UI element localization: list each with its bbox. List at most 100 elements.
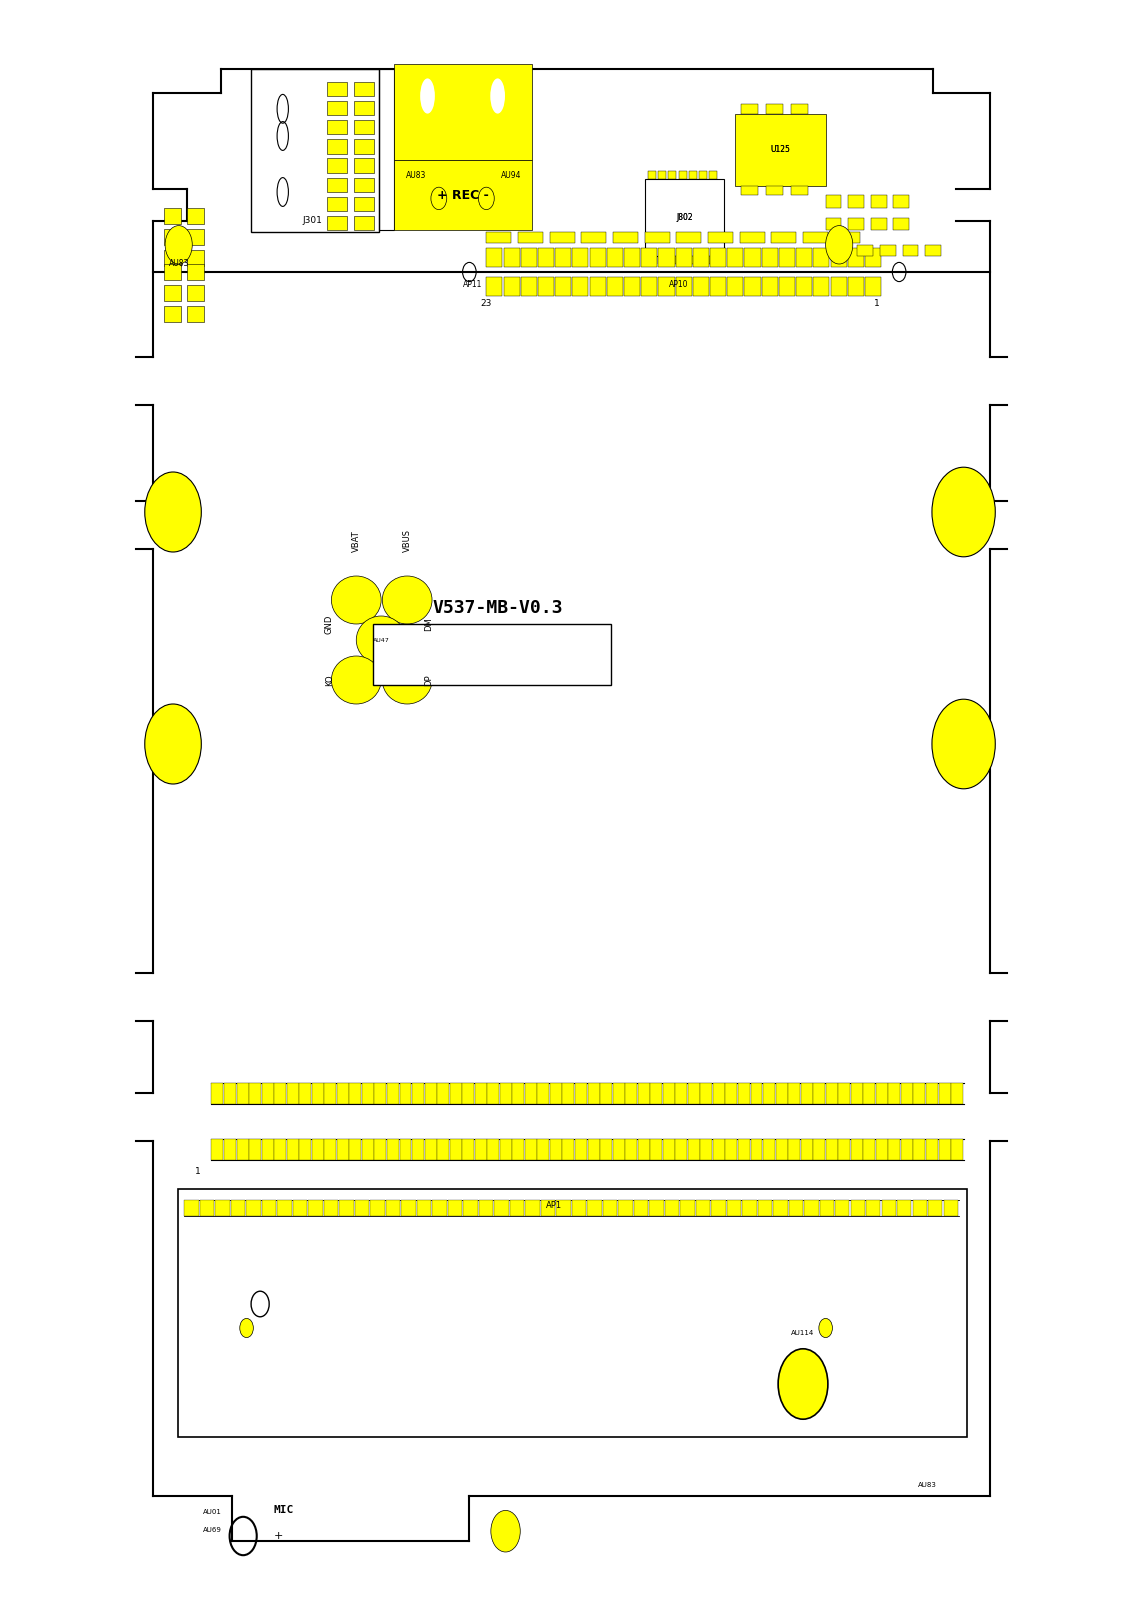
Bar <box>791 186 808 195</box>
Bar <box>826 218 841 230</box>
Bar <box>751 1083 762 1104</box>
Bar <box>412 1083 424 1104</box>
Bar <box>164 306 181 322</box>
Bar <box>711 1200 726 1216</box>
Bar <box>355 1200 369 1216</box>
Bar <box>889 1139 900 1160</box>
Bar <box>835 1200 849 1216</box>
Bar <box>437 1139 449 1160</box>
Bar <box>261 1139 274 1160</box>
Bar <box>699 256 707 264</box>
Bar <box>249 1139 261 1160</box>
Bar <box>741 104 758 114</box>
Bar <box>926 1139 938 1160</box>
Bar <box>848 248 864 267</box>
Bar <box>726 1200 741 1216</box>
Bar <box>164 208 181 224</box>
Text: AP11: AP11 <box>463 280 483 290</box>
Text: AU47: AU47 <box>373 637 389 643</box>
Text: AU83: AU83 <box>918 1482 936 1488</box>
Text: VBAT: VBAT <box>352 530 361 552</box>
Bar <box>287 1083 299 1104</box>
Bar <box>500 1139 511 1160</box>
Ellipse shape <box>382 576 432 624</box>
Circle shape <box>240 1318 253 1338</box>
Bar <box>893 195 909 208</box>
Bar <box>951 1083 964 1104</box>
Bar <box>354 120 374 134</box>
Bar <box>394 64 532 160</box>
Bar <box>607 248 623 267</box>
Bar <box>776 1139 787 1160</box>
Bar <box>613 1139 624 1160</box>
Bar <box>603 1200 618 1216</box>
Bar <box>247 1200 260 1216</box>
Bar <box>412 1139 424 1160</box>
Bar <box>215 1200 230 1216</box>
Bar <box>727 248 743 267</box>
Bar <box>689 256 697 264</box>
Bar <box>624 277 640 296</box>
Bar <box>337 1083 348 1104</box>
Bar <box>826 195 841 208</box>
Bar <box>863 1139 875 1160</box>
Bar <box>448 1200 463 1216</box>
Bar <box>788 1139 800 1160</box>
Bar <box>939 1139 950 1160</box>
Bar <box>766 104 783 114</box>
Bar <box>187 264 204 280</box>
Bar <box>735 114 826 186</box>
Bar <box>675 248 692 267</box>
Bar <box>503 277 519 296</box>
Bar <box>727 277 743 296</box>
Bar <box>693 277 709 296</box>
Text: GND: GND <box>325 614 334 634</box>
Bar <box>943 1200 958 1216</box>
Bar <box>486 277 502 296</box>
Bar <box>901 1139 913 1160</box>
Bar <box>354 101 374 115</box>
Bar <box>387 1139 399 1160</box>
Bar <box>571 1200 586 1216</box>
Bar <box>187 250 204 266</box>
Bar <box>668 171 676 179</box>
Bar <box>327 197 347 211</box>
Bar <box>848 218 864 230</box>
Bar <box>556 1200 571 1216</box>
Text: AU83: AU83 <box>169 259 189 269</box>
Bar <box>771 232 796 243</box>
Bar <box>327 139 347 154</box>
Bar <box>688 1139 700 1160</box>
Bar <box>675 1083 688 1104</box>
Bar <box>261 1083 274 1104</box>
Bar <box>851 1139 863 1160</box>
Bar <box>926 1083 938 1104</box>
Bar <box>625 1139 637 1160</box>
Bar <box>494 1200 509 1216</box>
Text: KO: KO <box>325 674 334 686</box>
Bar <box>184 1200 199 1216</box>
Bar <box>925 245 941 256</box>
Bar <box>601 1083 612 1104</box>
Bar <box>758 1200 772 1216</box>
Bar <box>354 139 374 154</box>
Bar <box>613 232 638 243</box>
Bar <box>589 277 606 296</box>
Text: AP10: AP10 <box>668 280 689 290</box>
Bar <box>178 1189 967 1437</box>
Bar <box>293 1200 308 1216</box>
Bar <box>740 232 765 243</box>
Text: +: + <box>274 1531 283 1541</box>
Text: J802: J802 <box>676 213 692 222</box>
Text: 23: 23 <box>481 299 492 309</box>
Bar <box>739 1083 750 1104</box>
Bar <box>863 1083 875 1104</box>
Bar <box>572 277 588 296</box>
Bar <box>327 120 347 134</box>
Text: AU01: AU01 <box>204 1509 222 1515</box>
Bar <box>575 1083 587 1104</box>
Bar <box>826 1139 838 1160</box>
Circle shape <box>826 226 853 264</box>
Bar <box>801 1083 813 1104</box>
Bar <box>362 1139 374 1160</box>
